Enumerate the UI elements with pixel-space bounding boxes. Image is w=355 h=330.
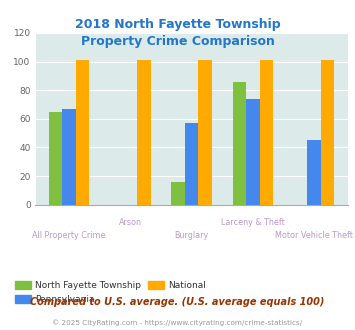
Text: Compared to U.S. average. (U.S. average equals 100): Compared to U.S. average. (U.S. average … (30, 297, 325, 307)
Text: Burglary: Burglary (175, 231, 209, 240)
Legend: North Fayette Township, Pennsylvania, National: North Fayette Township, Pennsylvania, Na… (15, 281, 206, 304)
Text: Larceny & Theft: Larceny & Theft (221, 218, 285, 227)
Bar (198, 60, 212, 205)
Text: All Property Crime: All Property Crime (32, 231, 106, 240)
Bar (137, 60, 151, 205)
Bar (62, 109, 76, 205)
Text: Arson: Arson (119, 218, 142, 227)
Text: © 2025 CityRating.com - https://www.cityrating.com/crime-statistics/: © 2025 CityRating.com - https://www.city… (53, 319, 302, 326)
Bar (49, 112, 62, 205)
Bar (76, 60, 89, 205)
Text: Motor Vehicle Theft: Motor Vehicle Theft (275, 231, 353, 240)
Bar (260, 60, 273, 205)
Bar (321, 60, 334, 205)
Text: 2018 North Fayette Township
Property Crime Comparison: 2018 North Fayette Township Property Cri… (75, 18, 280, 48)
Bar (185, 123, 198, 205)
Bar (307, 140, 321, 205)
Bar (246, 99, 260, 205)
Bar (233, 82, 246, 205)
Bar (171, 182, 185, 205)
